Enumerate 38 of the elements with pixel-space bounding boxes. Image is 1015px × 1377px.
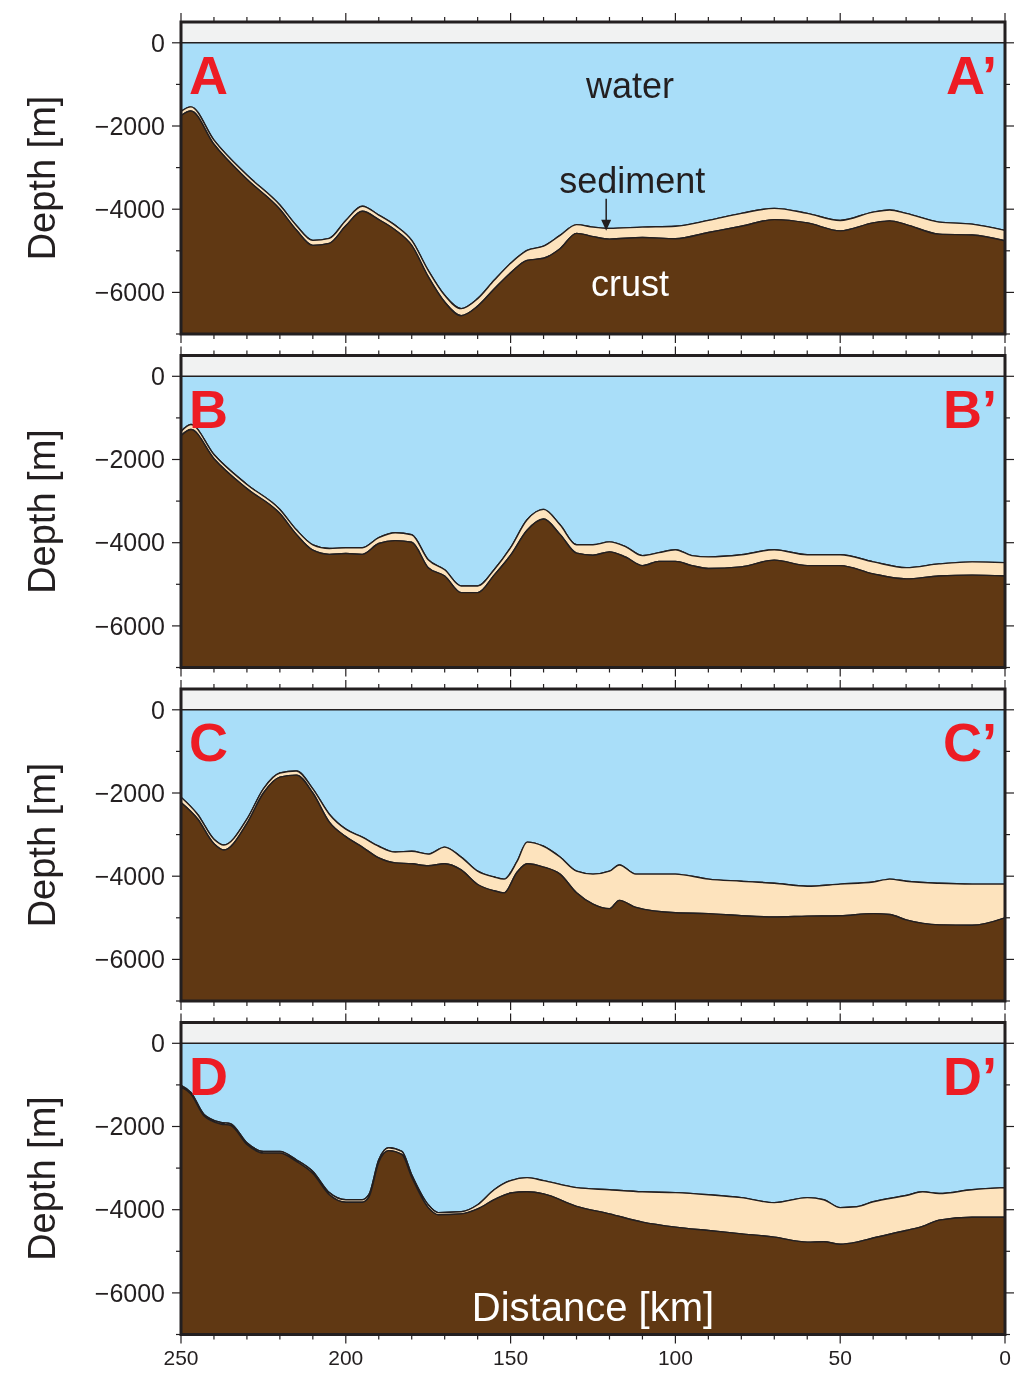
y-tick-label: 0 [151, 1029, 165, 1058]
x-axis-title: Distance [km] [471, 1284, 715, 1329]
y-axis-title: Depth [m] [21, 95, 63, 261]
y-tick-label: −6000 [94, 278, 165, 307]
y-tick-label: 0 [151, 28, 165, 57]
y-tick-label: −2000 [94, 111, 165, 140]
y-tick-label: −2000 [94, 445, 165, 474]
y-tick-label: −2000 [94, 1112, 165, 1141]
x-tick-label: 0 [999, 1345, 1011, 1369]
annotation: C’ [943, 712, 997, 772]
y-tick-label: −4000 [94, 861, 165, 890]
annotation: B’ [943, 378, 997, 439]
y-tick-label: −4000 [94, 1195, 165, 1224]
annotation: sediment [559, 159, 706, 201]
y-axis-title: Depth [m] [21, 762, 63, 928]
annotation: B [189, 378, 228, 439]
x-tick-label: 150 [493, 1345, 529, 1369]
y-axis-title: Depth [m] [21, 429, 63, 594]
annotation: A [189, 45, 228, 105]
annotation: crust [591, 263, 670, 304]
x-tick-label: 200 [328, 1345, 364, 1369]
x-tick-label: 50 [828, 1345, 852, 1369]
y-tick-label: −6000 [94, 1278, 165, 1307]
annotation: water [585, 65, 675, 106]
x-tick-label: 250 [163, 1345, 199, 1369]
y-tick-label: −2000 [94, 778, 165, 807]
y-tick-label: 0 [151, 362, 165, 391]
y-tick-label: −4000 [94, 528, 165, 557]
annotation: D [189, 1045, 228, 1106]
annotation: C [189, 712, 228, 772]
y-axis-title: Depth [m] [21, 1096, 63, 1261]
x-tick-label: 100 [657, 1345, 693, 1369]
annotation: D’ [943, 1045, 997, 1106]
y-tick-label: 0 [151, 695, 165, 724]
y-tick-label: −6000 [94, 611, 165, 640]
annotation: A’ [945, 45, 997, 105]
y-tick-label: −6000 [94, 945, 165, 974]
y-tick-label: −4000 [94, 194, 165, 223]
